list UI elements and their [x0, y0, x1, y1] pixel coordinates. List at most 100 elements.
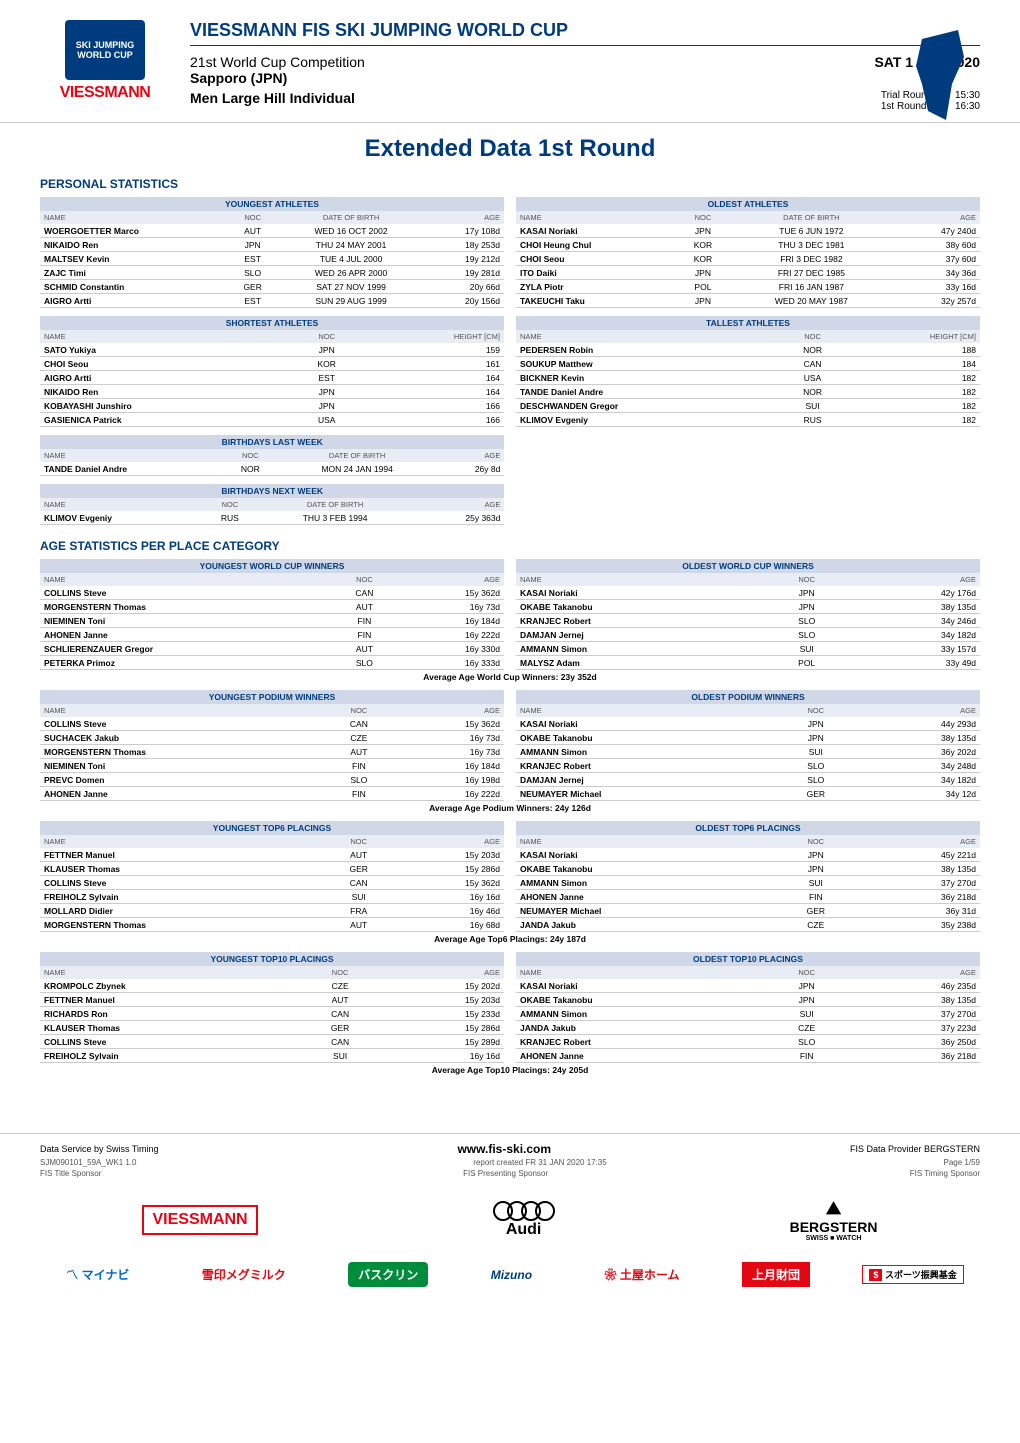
- table-cell: SATO Yukiya: [40, 343, 292, 357]
- table-cell: SUI: [777, 876, 854, 890]
- birthdays-last-week-table: BIRTHDAYS LAST WEEKNAMENOCDATE OF BIRTHA…: [40, 435, 504, 476]
- table-row: MORGENSTERN ThomasAUT16y 68d: [40, 918, 504, 932]
- table-cell: SUI: [779, 399, 846, 413]
- youngest-top10-table: YOUNGEST TOP10 PLACINGSNAMENOCAGEKROMPOL…: [40, 952, 504, 1063]
- data-service-label: Data Service by Swiss Timing: [40, 1144, 159, 1154]
- table-row: NEUMAYER MichaelGER34y 12d: [516, 787, 980, 801]
- table-cell: THU 3 DEC 1981: [730, 238, 894, 252]
- mynavi-logo: 〽 マイナビ: [56, 1262, 139, 1287]
- sponsor-row-primary: VIESSMANN Audi ⛰ BERGSTERN SWISS ■ WATCH: [40, 1198, 980, 1242]
- table-cell: NIKAIDO Ren: [40, 238, 228, 252]
- table-row: SCHLIERENZAUER GregorAUT16y 330d: [40, 642, 504, 656]
- table-cell: 35y 238d: [854, 918, 980, 932]
- oldest-top6-table: OLDEST TOP6 PLACINGSNAMENOCAGEKASAI Nori…: [516, 821, 980, 932]
- table-cell: 17y 108d: [425, 224, 504, 238]
- table-row: KLAUSER ThomasGER15y 286d: [40, 1021, 504, 1035]
- table-cell: AMMANN Simon: [516, 745, 777, 759]
- table-cell: 34y 182d: [854, 773, 980, 787]
- table-row: FETTNER ManuelAUT15y 203d: [40, 848, 504, 862]
- column-header: NOC: [302, 966, 379, 979]
- table-cell: 166: [361, 399, 504, 413]
- table-row: MORGENSTERN ThomasAUT16y 73d: [40, 745, 504, 759]
- table-cell: COLLINS Steve: [40, 1035, 302, 1049]
- table-cell: AHONEN Janne: [40, 787, 325, 801]
- column-header: NAME: [40, 330, 292, 343]
- table-row: KASAI NoriakiJPNTUE 6 JUN 197247y 240d: [516, 224, 980, 238]
- table-cell: WED 26 APR 2000: [277, 266, 425, 280]
- column-header: NAME: [40, 835, 325, 848]
- table-cell: FREIHOLZ Sylvain: [40, 890, 325, 904]
- table-cell: GER: [777, 787, 854, 801]
- table-title: YOUNGEST ATHLETES: [40, 197, 504, 211]
- birthdays-next-week-table: BIRTHDAYS NEXT WEEKNAMENOCDATE OF BIRTHA…: [40, 484, 504, 525]
- youngest-wc-winners-table: YOUNGEST WORLD CUP WINNERSNAMENOCAGECOLL…: [40, 559, 504, 670]
- table-cell: WOERGOETTER Marco: [40, 224, 228, 238]
- table-cell: 20y 156d: [425, 294, 504, 308]
- table-cell: 37y 270d: [846, 1007, 980, 1021]
- table-cell: 15y 286d: [393, 862, 504, 876]
- column-header: NAME: [516, 211, 676, 224]
- table-cell: GASIENICA Patrick: [40, 413, 292, 427]
- report-created: report created FR 31 JAN 2020 17:35: [473, 1158, 606, 1167]
- table-title: BIRTHDAYS NEXT WEEK: [40, 484, 504, 498]
- table-row: PETERKA PrimozSLO16y 333d: [40, 656, 504, 670]
- table-row: CHOI Heung ChulKORTHU 3 DEC 198138y 60d: [516, 238, 980, 252]
- page-footer: Data Service by Swiss Timing www.fis-ski…: [0, 1133, 1020, 1305]
- table-cell: KASAI Noriaki: [516, 717, 777, 731]
- table-cell: 26y 8d: [437, 462, 504, 476]
- table-cell: KOR: [292, 357, 362, 371]
- table-cell: RICHARDS Ron: [40, 1007, 302, 1021]
- table-row: PEDERSEN RobinNOR188: [516, 343, 980, 357]
- table-cell: 15y 233d: [379, 1007, 504, 1021]
- table-cell: NIEMINEN Toni: [40, 614, 332, 628]
- table-cell: COLLINS Steve: [40, 876, 325, 890]
- youngest-top6-table: YOUNGEST TOP6 PLACINGSNAMENOCAGEFETTNER …: [40, 821, 504, 932]
- table-cell: AHONEN Janne: [40, 628, 332, 642]
- table-cell: 33y 16d: [893, 280, 980, 294]
- column-header: AGE: [379, 966, 504, 979]
- table-cell: 15y 202d: [379, 979, 504, 993]
- column-header: HEIGHT [CM]: [361, 330, 504, 343]
- table-cell: CZE: [768, 1021, 846, 1035]
- table-cell: 42y 176d: [846, 586, 980, 600]
- table-row: KASAI NoriakiJPN44y 293d: [516, 717, 980, 731]
- document-header: SKI JUMPING WORLD CUP VIESSMANN VIESSMAN…: [0, 0, 1020, 123]
- table-cell: 34y 12d: [854, 787, 980, 801]
- table-row: SATO YukiyaJPN159: [40, 343, 504, 357]
- table-cell: AUT: [332, 600, 397, 614]
- table-row: SCHMID ConstantinGERSAT 27 NOV 199920y 6…: [40, 280, 504, 294]
- table-cell: 16y 68d: [393, 918, 504, 932]
- table-cell: NEUMAYER Michael: [516, 904, 777, 918]
- table-cell: FRI 16 JAN 1987: [730, 280, 894, 294]
- table-row: TAKEUCHI TakuJPNWED 20 MAY 198732y 257d: [516, 294, 980, 308]
- column-header: DATE OF BIRTH: [277, 211, 425, 224]
- table-cell: KOR: [676, 252, 729, 266]
- column-header: NAME: [516, 966, 768, 979]
- table-title: YOUNGEST TOP6 PLACINGS: [40, 821, 504, 835]
- table-cell: 45y 221d: [854, 848, 980, 862]
- table-cell: NIKAIDO Ren: [40, 385, 292, 399]
- cup-title: VIESSMANN FIS SKI JUMPING WORLD CUP: [190, 20, 980, 46]
- table-row: MOLLARD DidierFRA16y 46d: [40, 904, 504, 918]
- table-cell: CZE: [302, 979, 379, 993]
- table-cell: AMMANN Simon: [516, 876, 777, 890]
- table-cell: KLAUSER Thomas: [40, 1021, 302, 1035]
- table-cell: OKABE Takanobu: [516, 600, 768, 614]
- table-cell: KRANJEC Robert: [516, 759, 777, 773]
- column-header: NAME: [40, 573, 332, 586]
- table-cell: NEUMAYER Michael: [516, 787, 777, 801]
- website-url: www.fis-ski.com: [457, 1142, 551, 1156]
- table-cell: GER: [777, 904, 854, 918]
- table-title: OLDEST TOP6 PLACINGS: [516, 821, 980, 835]
- audi-logo: Audi: [493, 1201, 555, 1239]
- table-row: COLLINS SteveCAN15y 362d: [40, 717, 504, 731]
- table-cell: AUT: [325, 918, 393, 932]
- column-header: NAME: [40, 704, 325, 717]
- table-cell: OKABE Takanobu: [516, 993, 768, 1007]
- table-row: OKABE TakanobuJPN38y 135d: [516, 993, 980, 1007]
- table-cell: SLO: [325, 773, 392, 787]
- page-title: Extended Data 1st Round: [0, 135, 1020, 163]
- table-cell: JPN: [777, 731, 854, 745]
- table-row: FREIHOLZ SylvainSUI16y 16d: [40, 890, 504, 904]
- table-row: FETTNER ManuelAUT15y 203d: [40, 993, 504, 1007]
